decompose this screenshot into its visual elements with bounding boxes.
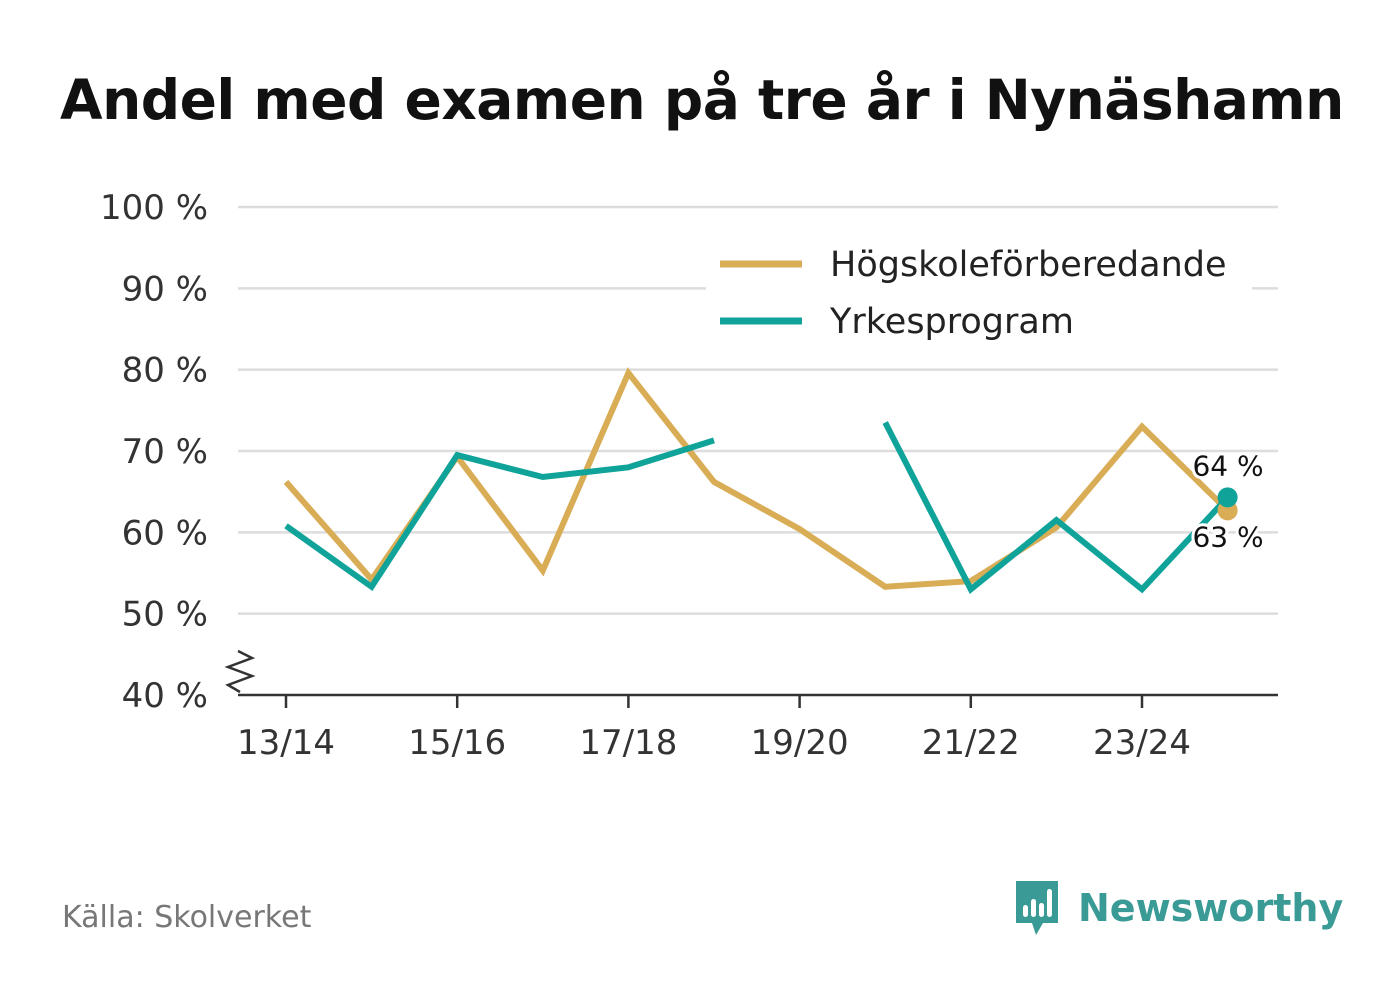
legend-background <box>706 236 1252 354</box>
y-tick-label: 60 % <box>122 513 208 553</box>
y-tick-label: 40 % <box>122 676 208 716</box>
end-markers <box>1217 487 1238 521</box>
y-tick-label: 90 % <box>122 269 208 309</box>
y-axis-break-mark <box>224 649 256 694</box>
legend-label-yrkesprogram: Yrkesprogram <box>829 302 1074 342</box>
x-tick-label: 23/24 <box>1093 723 1191 763</box>
legend: Högskoleförberedande Yrkesprogram <box>706 236 1252 354</box>
chart-title: Andel med examen på tre år i Nynäshamn <box>60 68 1344 132</box>
brand-logo[interactable]: Newsworthy <box>1012 877 1343 939</box>
y-axis-tick-labels: 40 % 50 % 60 % 70 % 80 % 90 % 100 % <box>100 188 208 716</box>
source-note: Källa: Skolverket <box>62 900 312 935</box>
x-tick-label: 13/14 <box>237 723 335 763</box>
x-tick-label: 21/22 <box>922 723 1020 763</box>
y-tick-label: 80 % <box>122 351 208 391</box>
newsworthy-logo-icon <box>1016 881 1058 935</box>
x-axis <box>224 649 1278 708</box>
value-label-yrkesprogram: 64 % <box>1192 449 1263 482</box>
x-tick-label: 19/20 <box>751 723 849 763</box>
value-label-hogskoleforberedande: 63 % <box>1192 520 1263 553</box>
brand-name: Newsworthy <box>1078 886 1344 930</box>
x-tick-label: 17/18 <box>579 723 677 763</box>
y-tick-label: 50 % <box>122 595 208 635</box>
x-tick-label: 15/16 <box>408 723 506 763</box>
end-point-yrkesprogram <box>1217 487 1238 508</box>
series-line-hogskoleforberedande <box>283 367 1230 590</box>
legend-label-hogskoleforberedande: Högskoleförberedande <box>830 245 1227 285</box>
y-tick-label: 70 % <box>122 432 208 472</box>
series-lines <box>283 367 1230 594</box>
y-tick-label: 100 % <box>100 188 208 228</box>
series-line-yrkesprogram <box>284 421 1230 594</box>
grid-lines <box>238 205 1278 615</box>
value-labels: 64 % 63 % <box>1189 446 1266 556</box>
x-axis-tick-labels: 13/14 15/16 17/18 19/20 21/22 23/24 <box>237 723 1191 763</box>
